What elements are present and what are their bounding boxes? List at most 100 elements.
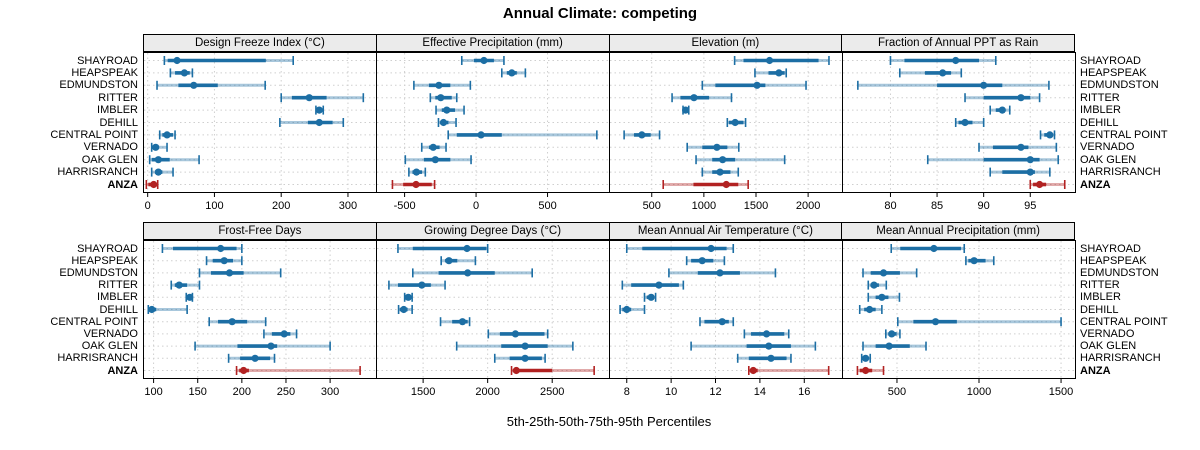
median-dot [163, 131, 171, 139]
panel: -500 0 500 [376, 52, 610, 212]
row-label-right: OAK GLEN [1080, 153, 1137, 166]
percentile-row [857, 80, 1050, 90]
percentile-row [643, 292, 657, 302]
percentile-row [194, 341, 331, 351]
panel: 1500 2000 2500 [376, 240, 610, 398]
row-label-right: OAK GLEN [1080, 340, 1137, 353]
axis-tick-label: 300 [321, 386, 339, 398]
median-dot [690, 94, 698, 102]
percentile-row [890, 244, 966, 253]
axis-tick-label: 1500 [411, 386, 435, 398]
percentile-row [889, 56, 997, 65]
median-dot [186, 293, 194, 301]
panel-border [842, 52, 1076, 193]
percentile-row [235, 366, 361, 375]
percentile-row [701, 80, 807, 90]
strip-row-bottom: Frost-Free Days Growing Degree Days (°C) M… [143, 222, 1075, 240]
median-dot [885, 342, 893, 350]
percentile-row [487, 329, 549, 339]
percentile-row [280, 93, 365, 103]
median-dot [870, 281, 878, 289]
axis-tick-label: -500 [394, 200, 416, 212]
percentile-row [150, 142, 168, 152]
row-label-right: DEHILL [1080, 116, 1119, 129]
median-dot [753, 81, 761, 89]
median-dot [240, 366, 248, 375]
median-dot [862, 366, 870, 375]
median-dot [722, 180, 730, 189]
percentile-row [440, 256, 477, 266]
percentile-row [185, 292, 194, 302]
row-label-left: ANZA [107, 364, 138, 377]
panel-strip-title: Frost-Free Days [144, 223, 377, 239]
median-dot [731, 118, 739, 127]
median-dot [445, 257, 453, 265]
median-dot [220, 257, 228, 265]
median-dot [765, 56, 774, 65]
panel-strip-title: Growing Degree Days (°C) [377, 223, 610, 239]
row-label-right: VERNADO [1080, 141, 1135, 154]
axis-tick-label: 2500 [540, 386, 564, 398]
percentile-row [623, 130, 661, 140]
axis-tick-label: 0 [473, 200, 479, 212]
row-label-left: SHAYROAD [77, 242, 138, 255]
median-dot [267, 342, 275, 350]
row-label-left: DEHILL [99, 303, 138, 316]
panels-svg-row-1: 100 150 200 250 300 1500 2000 2500 8 10 12 14 16 500 1… [143, 240, 1076, 398]
median-dot [228, 318, 236, 326]
median-dot [175, 281, 183, 289]
row-label-left: VERNADO [83, 327, 138, 340]
median-dot [980, 81, 988, 89]
median-dot [762, 330, 771, 338]
median-dot [521, 342, 529, 350]
axis-tick-label: 500 [888, 386, 906, 398]
median-dot [698, 257, 706, 265]
median-dot [521, 354, 529, 362]
percentile-row [686, 142, 740, 152]
percentile-row [156, 80, 266, 90]
axis-tick-label: 10 [665, 386, 677, 398]
percentile-row [682, 105, 690, 115]
median-dot [477, 131, 485, 139]
percentile-row [726, 118, 747, 127]
percentile-row [227, 353, 276, 363]
row-label-left: OAK GLEN [81, 340, 138, 353]
row-label-right: HARRISRANCH [1080, 166, 1161, 179]
percentile-row [170, 280, 201, 290]
row-label-right: CENTRAL POINT [1080, 128, 1168, 141]
percentile-row [867, 292, 901, 302]
axis-tick-label: 500 [538, 200, 556, 212]
percentile-row [208, 317, 267, 327]
median-dot [888, 330, 896, 338]
median-dot [404, 293, 412, 301]
median-dot [1026, 156, 1034, 164]
row-label-left: ANZA [107, 178, 138, 191]
axis-tick-label: 500 [643, 200, 661, 212]
percentile-row [671, 93, 733, 103]
percentile-row [690, 341, 817, 351]
percentile-row [862, 268, 918, 278]
median-dot [878, 293, 886, 301]
axis-tick-label: 200 [272, 200, 290, 212]
panels-svg-row-0: 0 100 200 300 -500 0 500 500 1000 1500 2000 80 85 90 9… [143, 52, 1076, 212]
axis-tick-label: 8 [624, 386, 630, 398]
row-label-left: RITTER [98, 279, 138, 292]
median-dot [638, 131, 646, 139]
median-dot [1046, 131, 1054, 139]
median-dot [508, 69, 516, 77]
percentile-row [860, 353, 872, 363]
median-dot [315, 118, 323, 127]
percentile-row [404, 155, 472, 165]
percentile-row [733, 56, 830, 65]
axis-tick-label: 0 [145, 200, 151, 212]
percentile-row [743, 329, 790, 339]
median-dot [655, 281, 663, 289]
median-dot [707, 244, 715, 253]
percentile-row [429, 93, 458, 103]
median-dot [718, 318, 726, 326]
median-dot [439, 118, 448, 127]
median-dot [1017, 94, 1025, 102]
row-label-left: RITTER [98, 91, 138, 104]
panel-strip-title: Fraction of Annual PPT as Rain [878, 37, 1039, 49]
median-dot [305, 94, 313, 102]
